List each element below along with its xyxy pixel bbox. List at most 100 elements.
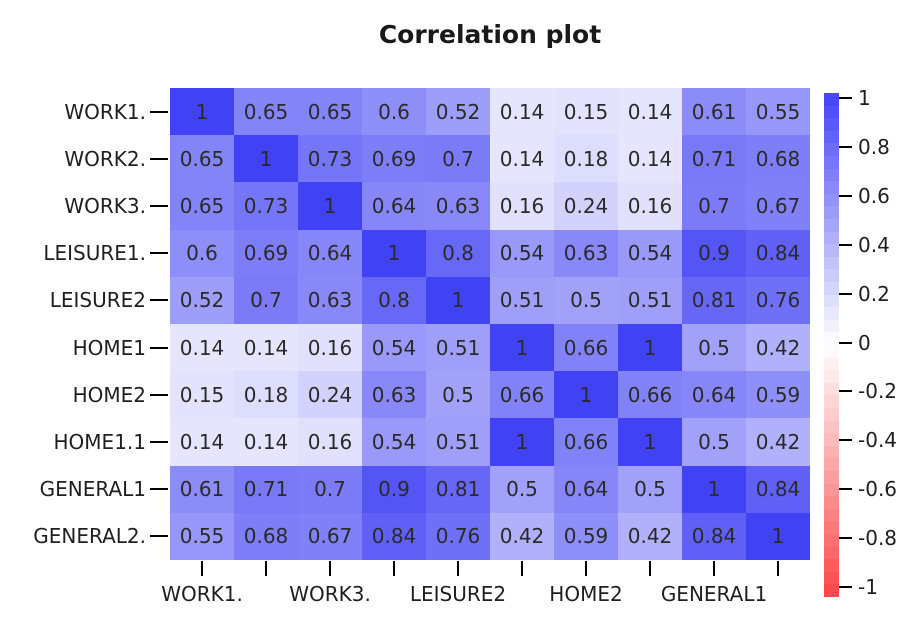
heatmap-cell: 0.14 — [170, 418, 234, 466]
colorbar-segment — [824, 445, 839, 459]
heatmap-cell: 0.51 — [426, 418, 490, 466]
heatmap-cell: 0.59 — [746, 371, 810, 419]
heatmap-cell: 0.66 — [554, 324, 618, 372]
colorbar-segment — [824, 193, 839, 207]
colorbar-segment — [824, 395, 839, 409]
heatmap-cell: 0.64 — [554, 465, 618, 513]
colorbar-tick — [839, 97, 852, 99]
heatmap-cell: 0.5 — [682, 324, 746, 372]
heatmap-cell: 1 — [682, 465, 746, 513]
y-axis-label: HOME1 — [72, 335, 146, 360]
colorbar-tick-label: 1 — [858, 86, 871, 110]
colorbar-segment — [824, 370, 839, 384]
heatmap-cell: 0.14 — [234, 324, 298, 372]
heatmap-cell: 0.84 — [682, 512, 746, 560]
heatmap-cell: 1 — [618, 324, 682, 372]
heatmap-cell: 0.54 — [490, 229, 554, 277]
heatmap-cell: 0.52 — [170, 276, 234, 324]
colorbar-segment — [824, 143, 839, 157]
heatmap-cell: 0.42 — [746, 324, 810, 372]
colorbar-segment — [824, 130, 839, 144]
heatmap-cell: 0.63 — [554, 229, 618, 277]
heatmap-cell: 0.63 — [298, 276, 362, 324]
heatmap-cell: 0.14 — [170, 324, 234, 372]
heatmap-cell: 0.5 — [682, 418, 746, 466]
y-axis-tick — [150, 252, 168, 255]
colorbar-segment — [824, 345, 839, 359]
colorbar-segment — [824, 282, 839, 296]
colorbar-tick-label: -1 — [858, 575, 878, 599]
heatmap-cell: 0.5 — [426, 371, 490, 419]
colorbar-segment — [824, 546, 839, 560]
colorbar-tick — [839, 537, 852, 540]
x-axis-tick — [265, 561, 267, 576]
x-axis-label: GENERAL1 — [660, 582, 768, 606]
colorbar-segment — [824, 219, 839, 233]
heatmap-cell: 0.42 — [490, 512, 554, 560]
x-axis-label: WORK1. — [161, 582, 243, 606]
colorbar-segment — [824, 256, 839, 270]
heatmap-cell: 0.16 — [618, 182, 682, 230]
y-axis-label: WORK3. — [64, 193, 146, 218]
colorbar-tick — [839, 145, 852, 148]
y-axis-tick — [150, 488, 168, 491]
heatmap-cell: 0.54 — [362, 324, 426, 372]
heatmap-cell: 0.84 — [362, 512, 426, 560]
heatmap-cell: 0.14 — [618, 88, 682, 136]
heatmap-cell: 0.76 — [426, 512, 490, 560]
colorbar-tick-label: 0.4 — [858, 232, 890, 257]
heatmap-matrix: 1 0.65 0.65 0.6 0.52 0.14 0.15 0.14 0.61 0.55 0.65… — [170, 88, 810, 560]
y-axis-label: LEISURE2 — [49, 288, 146, 313]
colorbar-tick-label: 0 — [858, 330, 871, 355]
colorbar-segment — [824, 181, 839, 195]
heatmap-cell: 1 — [490, 418, 554, 466]
y-axis-label: WORK2. — [64, 146, 146, 171]
colorbar-segment — [824, 508, 839, 522]
colorbar-segment — [824, 357, 839, 371]
heatmap-cell: 0.54 — [618, 229, 682, 277]
heatmap-cell: 0.8 — [426, 229, 490, 277]
heatmap-cell: 0.59 — [554, 512, 618, 560]
colorbar-segment — [824, 332, 839, 346]
heatmap-cell: 0.6 — [170, 229, 234, 277]
heatmap-cell: 0.71 — [682, 135, 746, 183]
y-axis-label: WORK1. — [64, 99, 146, 124]
heatmap-cell: 1 — [426, 276, 490, 324]
heatmap-cell: 0.66 — [554, 418, 618, 466]
heatmap-cell: 0.24 — [298, 371, 362, 419]
heatmap-cell: 1 — [490, 324, 554, 372]
heatmap-cell: 0.71 — [234, 465, 298, 513]
heatmap-cell: 0.24 — [554, 182, 618, 230]
heatmap-cell: 0.16 — [298, 418, 362, 466]
colorbar-segment — [824, 382, 839, 396]
colorbar-segment — [824, 483, 839, 497]
heatmap-cell: 0.7 — [298, 465, 362, 513]
colorbar-tick — [839, 390, 852, 393]
heatmap-cell: 0.15 — [554, 88, 618, 136]
heatmap-cell: 0.14 — [490, 88, 554, 136]
heatmap-cell: 0.68 — [234, 512, 298, 560]
colorbar-segment — [824, 471, 839, 485]
heatmap-cell: 0.5 — [618, 465, 682, 513]
heatmap-cell: 1 — [554, 371, 618, 419]
heatmap-cell: 0.9 — [362, 465, 426, 513]
heatmap-cell: 0.84 — [746, 229, 810, 277]
x-axis-label: HOME2 — [549, 582, 623, 606]
colorbar-segment — [824, 307, 839, 321]
heatmap-cell: 0.68 — [746, 135, 810, 183]
heatmap-cell: 0.66 — [490, 371, 554, 419]
colorbar-segment — [824, 496, 839, 510]
heatmap-cell: 0.7 — [234, 276, 298, 324]
heatmap-cell: 0.16 — [490, 182, 554, 230]
colorbar-tick — [839, 488, 852, 491]
heatmap-cell: 0.66 — [618, 371, 682, 419]
colorbar-segment — [824, 584, 839, 598]
x-axis-label: LEISURE2 — [409, 582, 507, 606]
heatmap-cell: 1 — [234, 135, 298, 183]
colorbar-tick — [839, 439, 852, 442]
x-axis-tick — [585, 561, 587, 576]
y-axis-label: HOME1.1 — [53, 429, 146, 454]
heatmap-cell: 0.65 — [234, 88, 298, 136]
colorbar-segment — [824, 559, 839, 573]
